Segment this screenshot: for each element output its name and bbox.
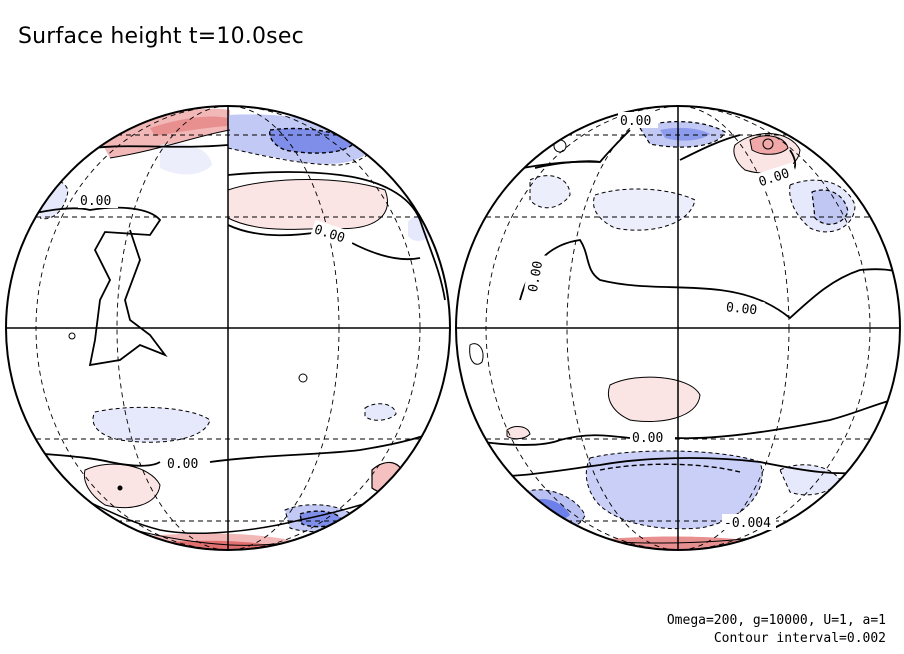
right-contour-label-1: 0.00 [620,114,651,129]
right-globe: 0.00 0.00 0.00 0.00 0.00 -0.004 [455,105,901,551]
left-blue-south [92,407,210,443]
right-contour-label-6: -0.004 [724,516,771,531]
right-blue-nw [530,175,570,208]
right-blue-top-core [660,127,710,141]
right-blue-east-core [812,190,848,225]
right-red-bottom [600,536,760,550]
right-contour-label-5: 0.00 [632,431,663,446]
left-red-sw [84,464,160,508]
left-blue-west [40,181,68,219]
right-red-w [507,426,530,439]
footer-contour-interval: Contour interval=0.002 [713,631,886,646]
footer-parameters: Omega=200, g=10000, U=1, a=1 [666,613,886,628]
right-contour-label-4: 0.00 [725,300,758,318]
left-contour-label-1: 0.00 [80,194,111,209]
right-blue-n [593,188,695,231]
left-globe: 0.00 0.00 0.00 [5,105,451,551]
right-contour-label-3: 0.00 [526,260,546,293]
left-blue-cap [160,143,212,175]
right-blue-south [586,450,763,529]
left-blue-se-core [300,511,342,527]
left-red-top-core [150,116,228,136]
right-red-mid [608,377,700,422]
left-contour-label-3: 0.00 [167,457,198,472]
left-red-mid [228,179,388,230]
plot-title: Surface height t=10.0sec [18,24,304,49]
left-blue-south2 [365,403,396,421]
right-red-ne-core [750,135,788,155]
